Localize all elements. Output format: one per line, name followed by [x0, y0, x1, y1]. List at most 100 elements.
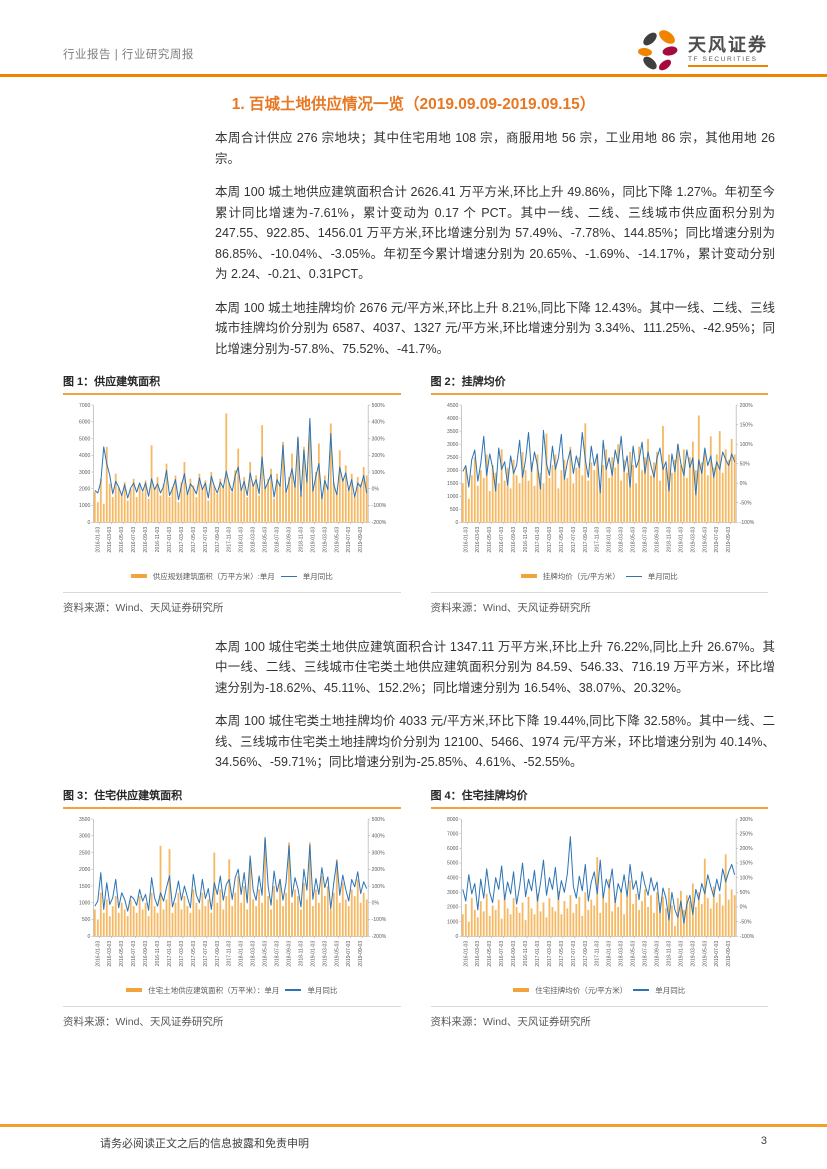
figure-source: 资料来源：Wind、天风证券研究所 — [63, 601, 224, 614]
svg-text:2016-07-03: 2016-07-03 — [499, 527, 505, 553]
legend-label: 单月同比 — [302, 571, 333, 581]
residential-price-chart: 0 1000 2000 3000 4000 5000 6000 7000 8000 -100% -5… — [447, 817, 755, 967]
svg-text:2019-01-03: 2019-01-03 — [678, 527, 684, 553]
svg-text:300%: 300% — [372, 436, 385, 442]
svg-text:50%: 50% — [739, 890, 750, 896]
svg-text:4000: 4000 — [447, 416, 458, 422]
svg-text:2016-09-03: 2016-09-03 — [143, 527, 149, 553]
svg-text:2016-03-03: 2016-03-03 — [107, 940, 113, 966]
svg-text:1000: 1000 — [447, 919, 458, 925]
line-series-swatch — [633, 989, 650, 991]
svg-text:2016-01-03: 2016-01-03 — [95, 940, 101, 966]
svg-text:2019-05-03: 2019-05-03 — [702, 527, 708, 553]
svg-text:4000: 4000 — [447, 875, 458, 881]
body-text-block-1: 本周合计供应 276 宗地块；其中住宅用地 108 宗，商服用地 56 宗，工业… — [215, 128, 775, 359]
svg-text:2019-09-03: 2019-09-03 — [358, 940, 364, 966]
svg-text:2019-07-03: 2019-07-03 — [346, 940, 352, 966]
svg-text:2017-05-03: 2017-05-03 — [558, 940, 564, 966]
body-text-block-2: 本周 100 城住宅类土地供应建筑面积合计 1347.11 万平方米,环比上升 … — [215, 637, 775, 773]
svg-text:2000: 2000 — [447, 468, 458, 474]
svg-text:2000: 2000 — [79, 867, 90, 873]
svg-text:2017-07-03: 2017-07-03 — [203, 527, 209, 553]
svg-text:3500: 3500 — [447, 429, 458, 435]
svg-text:2019-03-03: 2019-03-03 — [322, 527, 328, 553]
svg-text:100%: 100% — [739, 442, 752, 448]
listing-price-chart: 0 500 1000 1500 2000 2500 3000 3500 4000 4500 -100… — [447, 403, 755, 553]
svg-text:100%: 100% — [372, 884, 385, 890]
svg-text:2019-07-03: 2019-07-03 — [346, 527, 352, 553]
svg-text:3000: 3000 — [79, 833, 90, 839]
svg-text:1000: 1000 — [79, 900, 90, 906]
svg-text:2016-05-03: 2016-05-03 — [487, 527, 493, 553]
svg-text:2018-09-03: 2018-09-03 — [654, 940, 660, 966]
svg-text:6000: 6000 — [447, 846, 458, 852]
legend-label: 单月同比 — [647, 571, 678, 581]
svg-text:2016-07-03: 2016-07-03 — [131, 527, 137, 553]
chart-legend: 挂牌均价（元/平方米） 单月同比 — [431, 571, 769, 582]
svg-text:2018-03-03: 2018-03-03 — [251, 940, 257, 966]
svg-text:2017-07-03: 2017-07-03 — [570, 940, 576, 966]
svg-text:3000: 3000 — [447, 890, 458, 896]
footer-divider — [0, 1124, 827, 1127]
svg-text:2016-11-03: 2016-11-03 — [523, 940, 529, 966]
line-series-swatch — [285, 989, 302, 991]
svg-text:2016-09-03: 2016-09-03 — [511, 527, 517, 553]
svg-text:200%: 200% — [739, 403, 752, 409]
report-category: 行业报告 | 行业研究周报 — [63, 49, 194, 61]
svg-text:2017-01-03: 2017-01-03 — [534, 940, 540, 966]
svg-text:2017-03-03: 2017-03-03 — [179, 940, 185, 966]
svg-text:2019-03-03: 2019-03-03 — [690, 940, 696, 966]
svg-text:-100%: -100% — [372, 503, 387, 509]
line-series-swatch — [625, 575, 642, 577]
svg-text:2018-11-03: 2018-11-03 — [298, 940, 304, 966]
svg-text:7000: 7000 — [447, 831, 458, 837]
figure-source: 资料来源：Wind、天风证券研究所 — [63, 1015, 224, 1028]
svg-text:2016-01-03: 2016-01-03 — [463, 527, 469, 553]
svg-text:0%: 0% — [372, 487, 380, 493]
paragraph: 本周 100 城住宅类土地供应建筑面积合计 1347.11 万平方米,环比上升 … — [215, 639, 775, 695]
svg-text:2017-03-03: 2017-03-03 — [179, 527, 185, 553]
svg-text:6000: 6000 — [79, 420, 90, 426]
svg-text:2018-07-03: 2018-07-03 — [642, 527, 648, 553]
svg-text:2019-07-03: 2019-07-03 — [714, 527, 720, 553]
svg-text:-50%: -50% — [739, 500, 751, 506]
svg-text:0: 0 — [87, 520, 90, 526]
svg-text:5000: 5000 — [447, 860, 458, 866]
svg-text:2019-01-03: 2019-01-03 — [310, 940, 316, 966]
svg-text:8000: 8000 — [447, 817, 458, 823]
figure-title: 图 2：挂牌均价 — [430, 376, 506, 388]
svg-text:2016-05-03: 2016-05-03 — [119, 527, 125, 553]
page-footer: 请务必阅读正文之后的信息披露和免责申明 3 — [100, 1135, 767, 1151]
figure-title-underline — [63, 806, 401, 809]
svg-text:0: 0 — [455, 520, 458, 526]
svg-text:2018-07-03: 2018-07-03 — [275, 940, 281, 966]
svg-text:2018-01-03: 2018-01-03 — [239, 527, 245, 553]
header-divider — [0, 74, 827, 77]
svg-text:200%: 200% — [739, 846, 752, 852]
legend-label: 单月同比 — [655, 985, 686, 995]
svg-text:2017-01-03: 2017-01-03 — [167, 940, 173, 966]
svg-text:2017-09-03: 2017-09-03 — [215, 940, 221, 966]
brand-name: 天风证券 — [688, 35, 768, 55]
svg-text:1000: 1000 — [79, 503, 90, 509]
paragraph: 本周 100 城土地供应建筑面积合计 2626.41 万平方米,环比上升 49.… — [215, 185, 775, 281]
svg-text:5000: 5000 — [79, 436, 90, 442]
svg-text:2018-11-03: 2018-11-03 — [666, 527, 672, 553]
svg-text:2019-05-03: 2019-05-03 — [334, 940, 340, 966]
svg-text:2018-09-03: 2018-09-03 — [654, 527, 660, 553]
svg-text:2019-07-03: 2019-07-03 — [714, 940, 720, 966]
svg-text:1500: 1500 — [79, 884, 90, 890]
svg-text:50%: 50% — [739, 461, 750, 467]
svg-text:2016-03-03: 2016-03-03 — [475, 940, 481, 966]
section-title: 1. 百城土地供应情况一览（2019.09.09-2019.09.15） — [231, 96, 596, 113]
svg-text:-200%: -200% — [372, 520, 387, 526]
source-divider — [63, 591, 401, 593]
svg-text:0: 0 — [87, 934, 90, 940]
legend-label: 供应规划建筑面积（万平方米）:单月 — [152, 571, 275, 581]
svg-text:2017-09-03: 2017-09-03 — [215, 527, 221, 553]
figure-row-1: 图 1：供应建筑面积 0 1000 2000 3000 4000 5000 6000 7000… — [63, 373, 768, 615]
svg-text:2018-01-03: 2018-01-03 — [606, 940, 612, 966]
svg-text:2017-11-03: 2017-11-03 — [227, 527, 233, 553]
svg-text:500%: 500% — [372, 403, 385, 409]
svg-text:2018-09-03: 2018-09-03 — [286, 940, 292, 966]
